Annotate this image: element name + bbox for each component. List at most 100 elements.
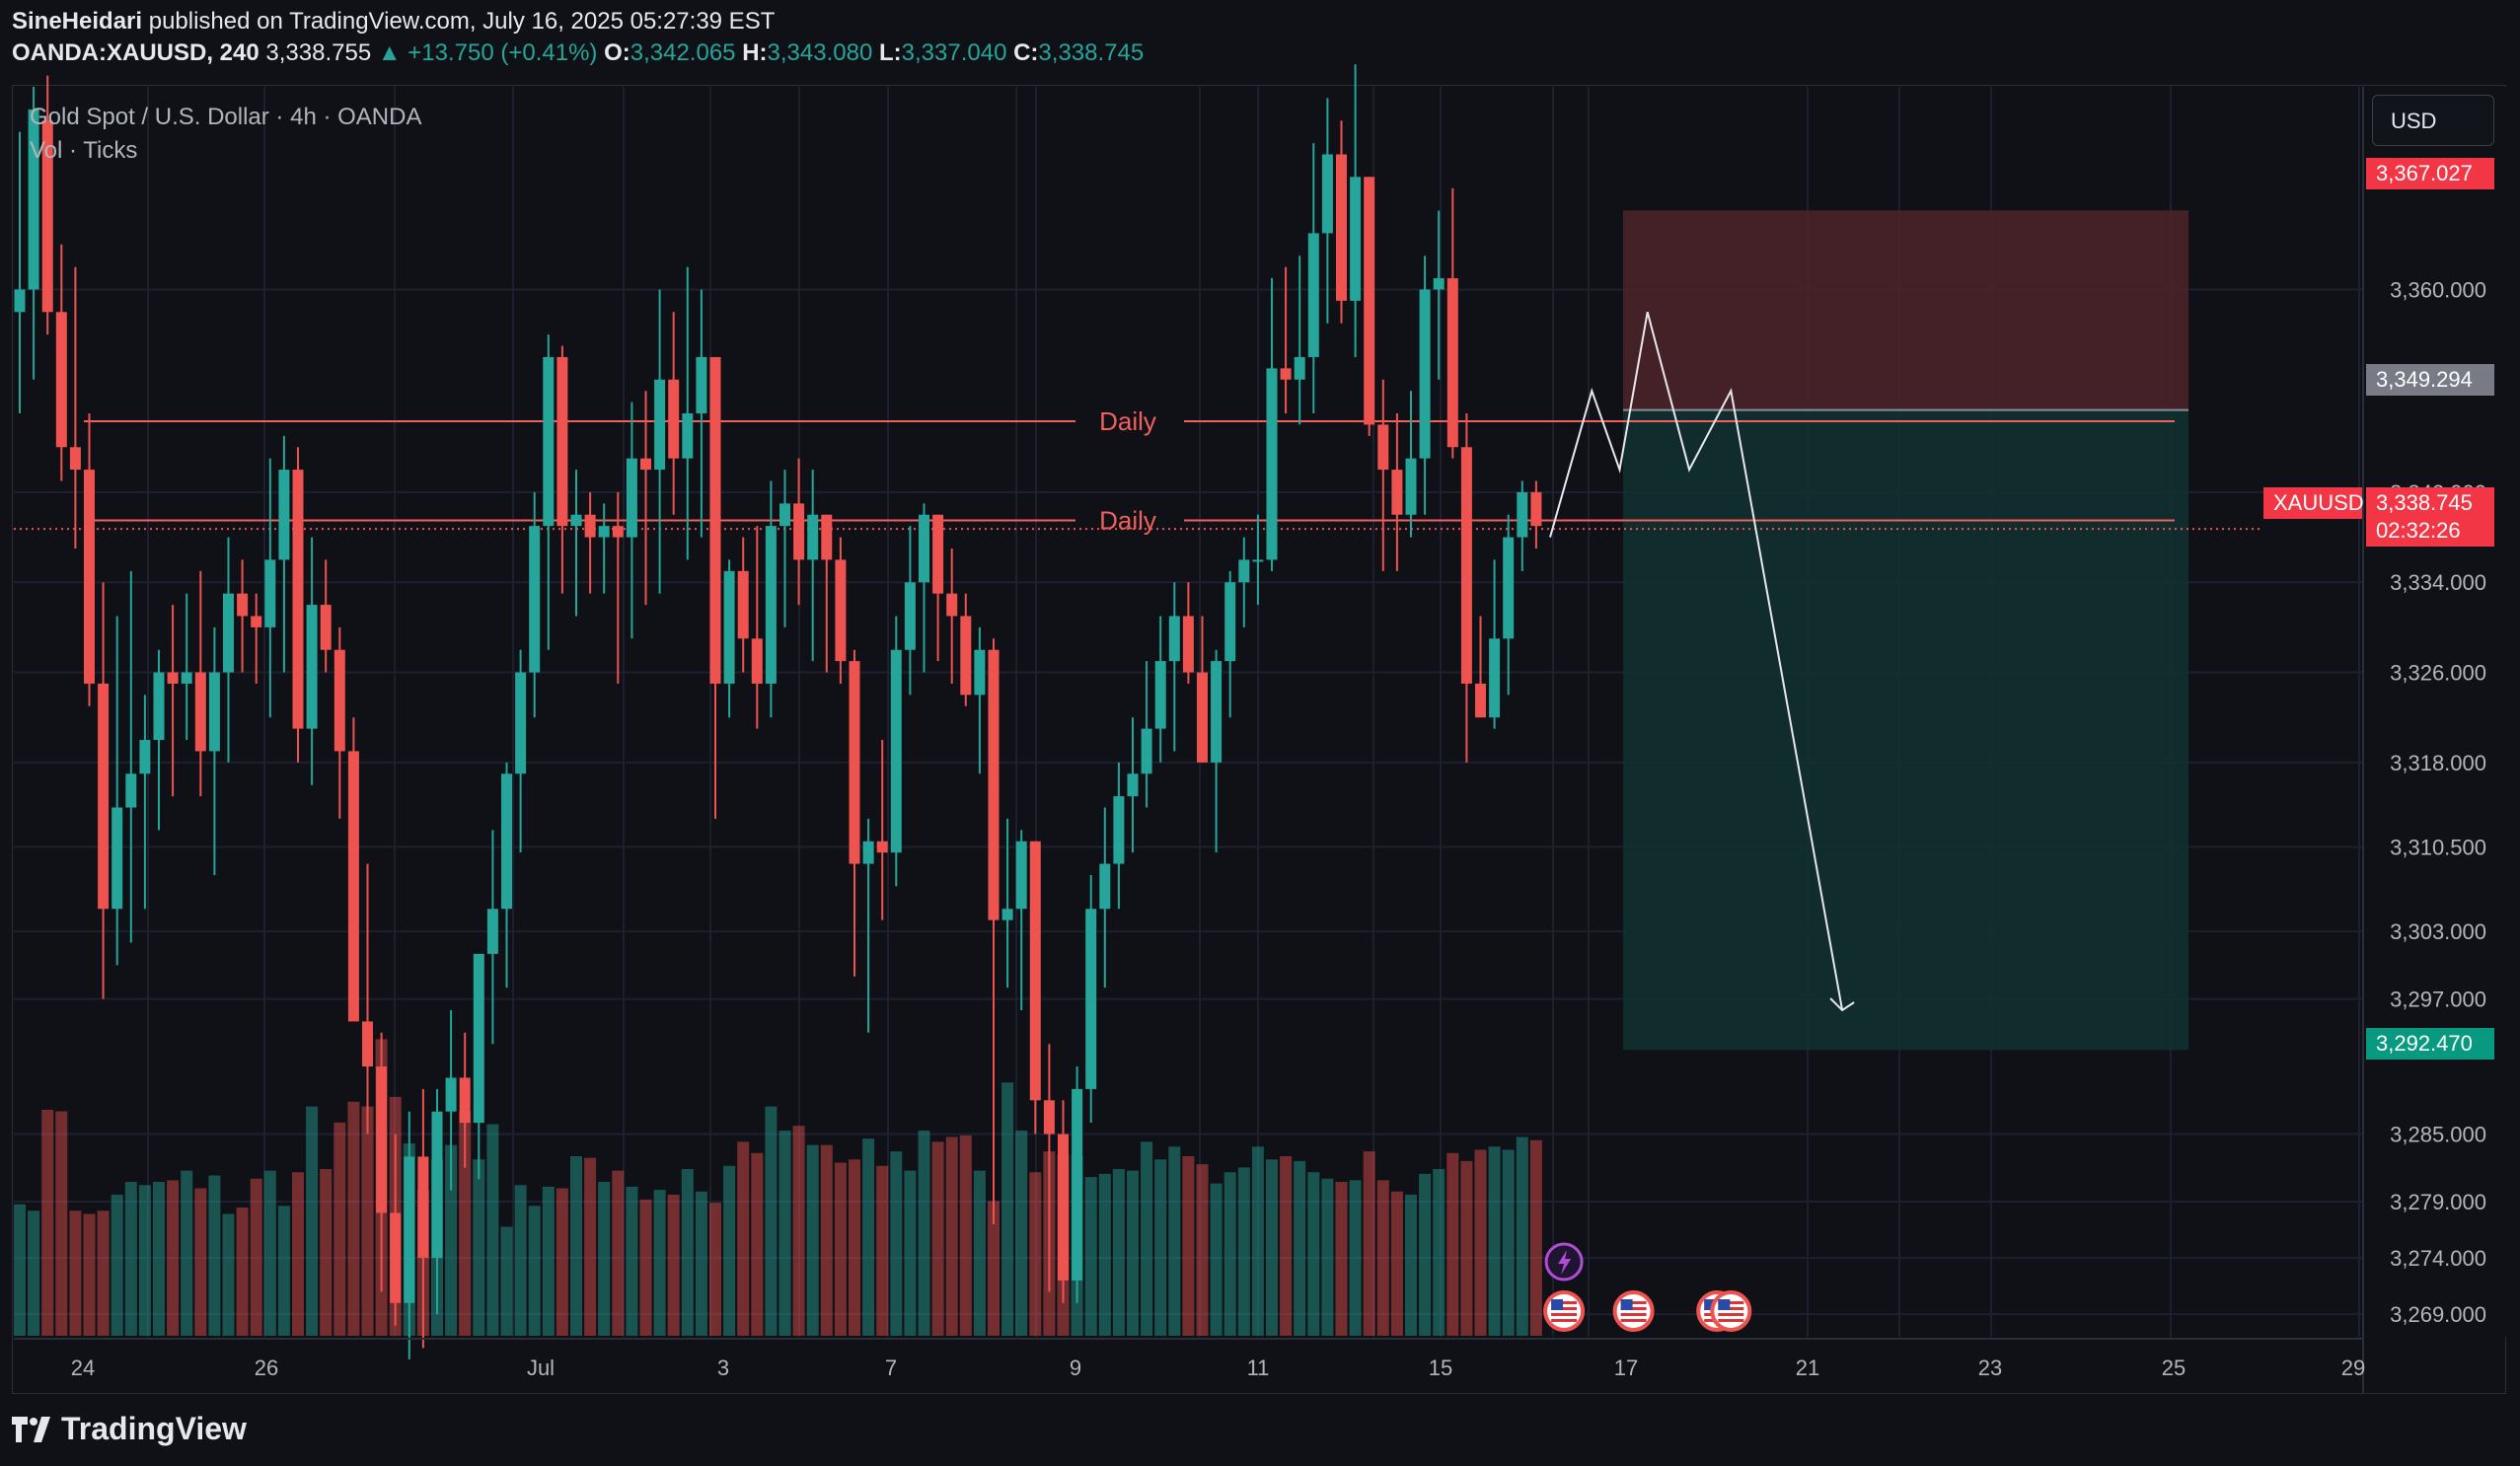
volume-bar (612, 1170, 625, 1336)
candle (1029, 841, 1041, 1135)
chart-legend-title[interactable]: Gold Spot / U.S. Dollar · 4h · OANDA (30, 104, 422, 130)
candle-body (334, 649, 345, 752)
volume-bar (28, 1210, 40, 1336)
candle (14, 131, 26, 414)
candle-body (570, 514, 582, 527)
volume-bar (486, 1124, 499, 1336)
candle (153, 649, 165, 831)
candle-body (14, 289, 26, 313)
candle (208, 626, 220, 876)
candle (306, 537, 318, 785)
brand-name: TradingView (61, 1411, 247, 1446)
candle (1001, 818, 1013, 989)
candle (1085, 875, 1097, 1124)
candle-body (208, 672, 220, 752)
volume-bar (834, 1162, 847, 1336)
volume-bar (681, 1169, 694, 1336)
candle-body (723, 570, 735, 684)
candle-body (668, 379, 680, 459)
volume-bar (55, 1111, 68, 1336)
candle (1307, 143, 1319, 414)
candle-body (1433, 278, 1445, 290)
stop-loss-zone (1623, 210, 2188, 410)
candle-body (807, 514, 819, 560)
flag-circle (1710, 1290, 1752, 1332)
candle (556, 345, 568, 594)
candle-body (1141, 728, 1152, 774)
flag-canton (1620, 1299, 1633, 1310)
volume-bar (1237, 1167, 1250, 1336)
time-tick-label: 25 (2162, 1356, 2186, 1380)
flag-stripe (1551, 1301, 1578, 1304)
candle-body (28, 109, 39, 290)
volume-bar (556, 1188, 568, 1336)
flag-stripe (1718, 1319, 1744, 1322)
price-tick-label: 3,310.500 (2390, 835, 2486, 859)
volume-bar (653, 1190, 666, 1336)
candle-body (779, 503, 790, 527)
candle (862, 818, 874, 1033)
candle-body (1211, 661, 1223, 763)
candle (292, 447, 304, 763)
change-text: +13.750 (+0.41%) (408, 39, 598, 66)
entry-price-tag: 3,349.294 (2366, 364, 2494, 396)
volume-bar (292, 1172, 304, 1336)
candle (723, 559, 735, 718)
time-tick-label: 15 (1429, 1356, 1452, 1380)
candle (960, 593, 972, 706)
us-flag-icon (1612, 1290, 1655, 1332)
candle-body (1405, 458, 1417, 515)
projection-polyline (1549, 312, 1844, 1011)
publisher-name[interactable]: SineHeidari (12, 8, 143, 35)
candle-body (1350, 177, 1362, 301)
candle-body (946, 593, 958, 617)
candle (612, 491, 624, 684)
volume-bar (97, 1210, 110, 1336)
volume-bar (1127, 1170, 1139, 1336)
flag-stripe (1718, 1307, 1744, 1310)
volume-bar (263, 1170, 276, 1336)
candle-body (654, 379, 666, 471)
time-tick-label: 26 (255, 1356, 278, 1380)
candle-body (960, 616, 972, 696)
volume-bar (626, 1186, 638, 1336)
flag-stripe (1620, 1319, 1647, 1322)
volume-bar (1390, 1191, 1403, 1336)
candle-body (1154, 661, 1166, 729)
time-tick-label: 29 (2341, 1356, 2365, 1380)
volume-bar (1405, 1195, 1417, 1336)
candle (1168, 582, 1180, 752)
candle-body (793, 503, 805, 560)
tradingview-logo[interactable]: TradingView (12, 1411, 247, 1447)
candle (1141, 661, 1152, 808)
currency-button[interactable]: USD (2372, 95, 2494, 146)
volume-bar (1321, 1178, 1334, 1336)
flag-stripe (1718, 1313, 1744, 1316)
candle (445, 1009, 457, 1191)
candle (1211, 649, 1223, 853)
volume-bar (236, 1208, 249, 1336)
candle (1530, 480, 1542, 549)
candle-body (1336, 154, 1347, 301)
volume-bar (723, 1165, 736, 1336)
volume-bar (945, 1136, 958, 1336)
candle (515, 649, 527, 853)
candle (1127, 717, 1139, 853)
candle-body (1015, 841, 1027, 910)
volume-legend[interactable]: Vol · Ticks (30, 137, 138, 164)
time-tick-label: 9 (1070, 1356, 1081, 1380)
candle (111, 616, 123, 966)
candle-body (1168, 616, 1180, 662)
volume-bar (1294, 1160, 1306, 1336)
candle (682, 266, 694, 560)
volume-bar (181, 1170, 193, 1336)
candle-body (1001, 909, 1013, 920)
volume-bar (542, 1186, 555, 1336)
volume-bar (1015, 1131, 1028, 1336)
candle-body (98, 683, 110, 910)
countdown-tag: 02:32:26 (2366, 515, 2494, 547)
candle (849, 649, 860, 977)
flag-stripe (1718, 1301, 1744, 1304)
flag-stripe (1620, 1313, 1647, 1316)
